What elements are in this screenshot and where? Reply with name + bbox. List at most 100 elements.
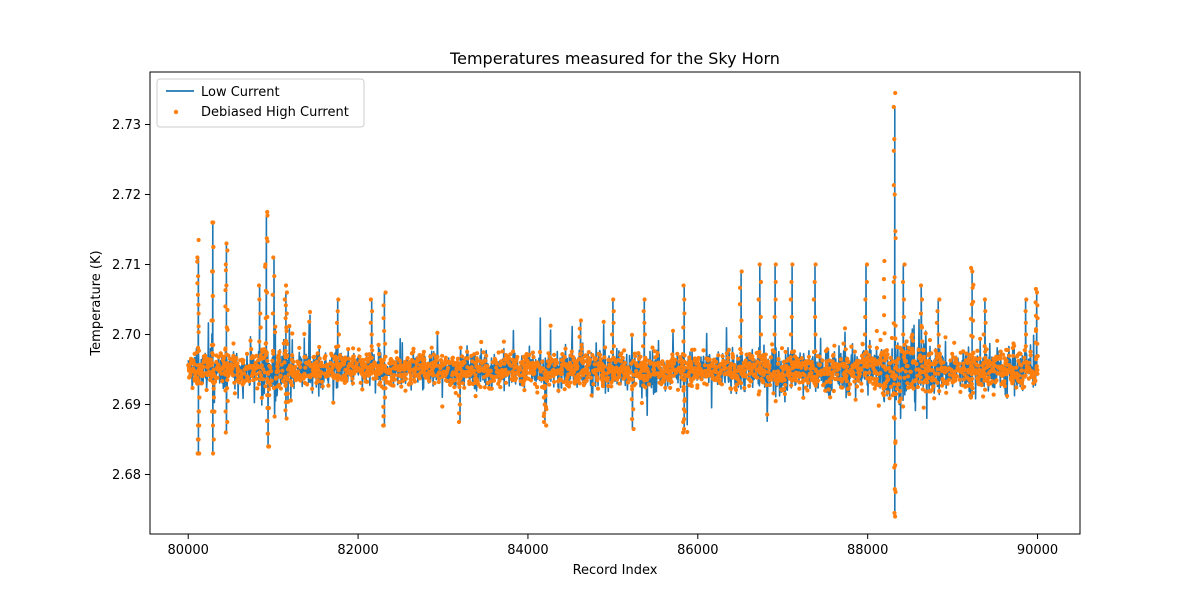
scatter-point — [284, 290, 289, 295]
scatter-point — [289, 364, 294, 369]
scatter-point — [852, 349, 858, 354]
scatter-point — [872, 386, 877, 391]
scatter-point — [586, 371, 591, 376]
scatter-point — [642, 332, 648, 337]
scatter-point — [494, 361, 499, 366]
scatter-point — [790, 378, 795, 383]
scatter-point — [882, 331, 887, 336]
scatter-point — [711, 364, 716, 369]
scatter-point — [258, 353, 263, 358]
x-tick-label: 82000 — [337, 543, 378, 558]
scatter-point — [726, 370, 731, 375]
scatter-point — [284, 311, 289, 316]
scatter-point — [600, 384, 606, 389]
scatter-point — [953, 356, 959, 361]
scatter-point — [981, 332, 986, 337]
scatter-point — [232, 391, 237, 396]
scatter-point — [976, 377, 981, 382]
scatter-point — [964, 359, 969, 364]
scatter-point — [706, 367, 711, 372]
scatter-point — [622, 348, 627, 353]
scatter-point — [824, 366, 829, 371]
scatter-point — [840, 377, 845, 382]
scatter-point — [686, 362, 691, 367]
scatter-point — [569, 367, 574, 373]
scatter-point — [918, 353, 923, 358]
scatter-point — [812, 279, 817, 285]
scatter-point — [407, 381, 412, 386]
scatter-point — [749, 367, 754, 372]
scatter-point — [891, 415, 897, 420]
scatter-point — [489, 386, 494, 391]
scatter-point — [904, 364, 909, 369]
scatter-point — [854, 384, 860, 389]
scatter-point — [699, 369, 704, 374]
scatter-point — [970, 386, 975, 391]
scatter-point — [254, 376, 259, 381]
scatter-point — [797, 386, 802, 391]
scatter-point — [456, 419, 462, 425]
scatter-point — [474, 359, 479, 364]
scatter-point — [979, 382, 984, 388]
scatter-point — [450, 371, 455, 376]
scatter-point — [407, 364, 412, 369]
scatter-point — [400, 379, 405, 384]
scatter-point — [981, 360, 986, 365]
scatter-point — [871, 376, 877, 381]
scatter-point — [1011, 366, 1016, 371]
scatter-point — [944, 379, 950, 384]
scatter-point — [535, 385, 540, 390]
scatter-point — [737, 302, 743, 307]
scatter-point — [257, 297, 262, 302]
scatter-point — [692, 356, 698, 361]
scatter-point — [285, 353, 290, 358]
scatter-point — [250, 363, 256, 369]
scatter-point — [1016, 358, 1021, 364]
scatter-point — [609, 350, 615, 355]
scatter-point — [938, 359, 943, 364]
scatter-point — [598, 352, 603, 358]
scatter-point — [243, 378, 248, 383]
scatter-point — [275, 365, 280, 370]
scatter-point — [776, 357, 781, 362]
scatter-point — [210, 269, 215, 274]
scatter-point — [483, 358, 488, 363]
scatter-point — [559, 366, 564, 371]
scatter-point — [914, 367, 919, 372]
scatter-point — [687, 370, 692, 375]
scatter-point — [592, 368, 597, 373]
scatter-point — [617, 374, 622, 379]
scatter-point — [853, 397, 858, 402]
scatter-point — [893, 439, 898, 444]
scatter-point — [284, 325, 289, 330]
scatter-point — [532, 381, 538, 387]
scatter-point — [584, 378, 589, 383]
scatter-point — [991, 392, 996, 397]
scatter-point — [325, 369, 330, 375]
scatter-point — [600, 378, 605, 383]
scatter-point — [415, 356, 420, 361]
scatter-point — [957, 361, 962, 366]
scatter-point — [820, 358, 825, 363]
scatter-point — [196, 324, 201, 329]
scatter-point — [296, 362, 301, 367]
scatter-point — [717, 364, 722, 369]
y-tick-label: 2.73 — [112, 118, 141, 133]
scatter-point — [832, 343, 837, 348]
scatter-point — [896, 356, 901, 361]
scatter-point — [906, 374, 911, 379]
scatter-point — [758, 314, 763, 320]
scatter-point — [399, 367, 404, 372]
scatter-point — [950, 373, 956, 378]
scatter-point — [678, 368, 683, 373]
scatter-point — [437, 370, 442, 375]
scatter-point — [831, 369, 837, 374]
scatter-point — [828, 380, 833, 385]
scatter-point — [647, 373, 652, 378]
scatter-point — [1011, 353, 1016, 358]
scatter-point — [757, 370, 762, 375]
scatter-point — [296, 377, 301, 382]
scatter-point — [383, 341, 388, 346]
scatter-point — [978, 336, 983, 341]
scatter-point — [923, 389, 928, 394]
